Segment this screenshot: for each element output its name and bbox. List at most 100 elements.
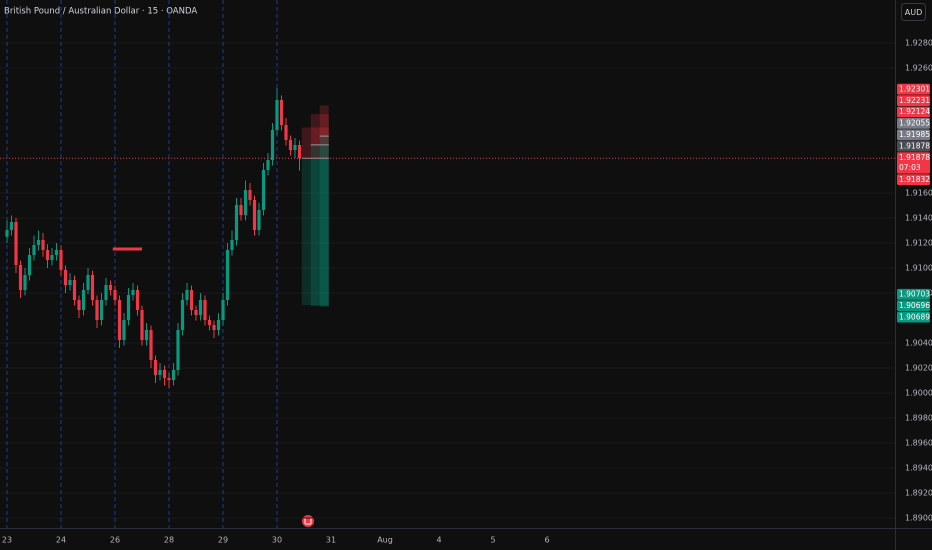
price-label-box [897,288,930,300]
x-tick-label: 30 [272,536,282,545]
y-tick-label: 1.89600 [905,439,932,448]
candle-body [270,130,275,160]
candle-body [288,140,293,150]
candle-body [81,290,86,310]
positions [301,105,329,307]
candle-body [131,290,135,295]
price-label: 1.91832 [899,175,930,184]
candle-body [189,290,194,310]
candle-body [117,300,122,340]
price-label: 1.92124 [899,107,930,116]
x-tick-label: Aug [377,536,393,545]
candle-body [243,190,248,215]
candle-body [248,190,252,200]
candle-body [279,100,284,125]
price-label: 1.92055 [899,119,930,128]
price-label-box [897,300,930,312]
y-tick-label: 1.92800 [905,39,932,48]
price-label-box [897,83,930,95]
price-label: 1.91985 [899,130,930,139]
candle-body [212,325,216,330]
candle-body [77,300,81,310]
candle-body [252,200,257,230]
candle-body [162,370,167,378]
candle-body [50,255,54,260]
x-tick-label: 23 [2,536,12,545]
candle-body [293,145,297,150]
candle-body [32,245,36,255]
candle-body [135,290,140,310]
candle-body [257,210,261,230]
candle-body [185,290,189,300]
candle-body [23,275,27,290]
y-tick-label: 1.89400 [905,464,932,473]
price-label-box [897,140,930,152]
candle-body [225,250,230,300]
candle-body [45,250,50,260]
candle-body [108,285,113,290]
price-label-box [897,117,930,129]
y-tick-label: 1.90400 [905,339,932,348]
stop-zone [301,127,329,159]
currency-label[interactable]: AUD [905,8,923,17]
event-circle[interactable] [302,515,314,527]
candle-body [234,205,239,240]
candle-body [194,310,198,315]
candle-body [284,125,288,140]
stop-zone [319,105,329,137]
candle-body [99,300,104,320]
x-tick-label: 26 [110,536,120,545]
price-label: 1.90703 [899,290,930,299]
x-tick-label: 31 [326,536,336,545]
countdown-label: 07:03 [899,163,921,172]
price-label-box [897,311,930,323]
candle-body [144,330,149,340]
candle-body [90,275,95,300]
candle-body [176,330,180,370]
price-label-box [897,106,930,118]
price-label: 1.91878 [899,153,930,162]
candle-body [86,275,90,290]
y-tick-label: 1.90200 [905,364,932,373]
price-label-box [897,129,930,141]
event-icon[interactable] [302,515,314,527]
stop-zone [310,114,329,145]
candle-body [5,230,9,237]
y-tick-label: 1.89800 [905,414,932,423]
candle-body [153,360,158,375]
target-zone [310,144,329,306]
x-tick-label: 28 [164,536,174,545]
candle-body [27,255,32,275]
candle-body [171,370,176,380]
candle-body [95,300,99,320]
price-label: 1.90696 [899,301,930,310]
candle-body [198,300,203,315]
chart-title: British Pound / Australian Dollar · 15 ·… [4,7,197,17]
candle-body [203,300,207,320]
candle-body [104,285,108,300]
candle-body [72,280,77,300]
candle-body [9,222,14,230]
x-tick-label: 29 [218,536,228,545]
x-tick-label: 4 [436,536,441,545]
candle-body [221,300,225,320]
candle-body [122,320,126,340]
y-tick-label: 1.90000 [905,389,932,398]
candle-body [275,100,279,130]
y-tick-label: 1.91200 [905,239,932,248]
candle-body [68,280,72,285]
y-tick-label: 1.89000 [905,514,932,523]
y-tick-label: 1.89200 [905,489,932,498]
candle-body [126,295,131,320]
x-tick-label: 5 [490,536,495,545]
candle-body [54,250,59,255]
candle-body [63,270,68,285]
candle-body [14,222,18,265]
currency-button[interactable] [901,3,926,21]
price-label: 1.90689 [899,312,930,321]
target-zone [319,136,329,307]
y-tick-label: 1.91000 [905,264,932,273]
candle-body [140,310,144,340]
price-label-box [897,95,930,106]
